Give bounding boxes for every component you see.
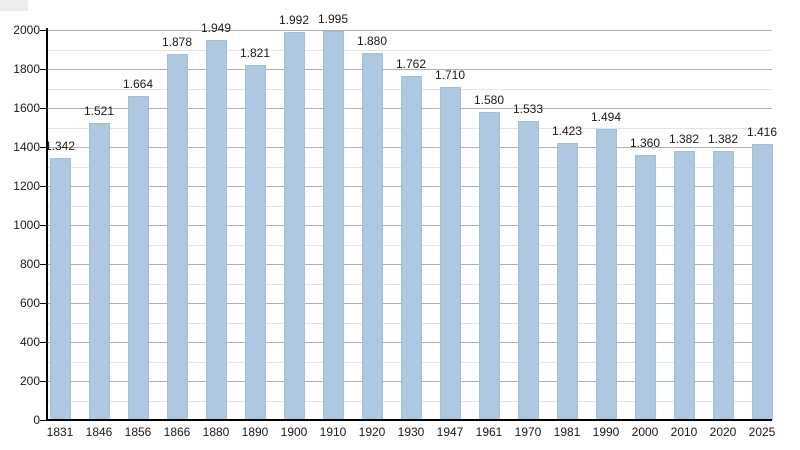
x-tick-label-1910: 1910	[319, 425, 347, 439]
x-tick-label-1947: 1947	[436, 425, 464, 439]
bar-1831	[49, 158, 71, 420]
corner-artifact	[0, 0, 28, 11]
bar-1910	[322, 30, 344, 420]
x-tick-label-1930: 1930	[397, 425, 425, 439]
bar-1880	[205, 39, 227, 420]
bar-value-label: 1.382	[707, 131, 739, 146]
x-tick-label-1900: 1900	[280, 425, 308, 439]
y-axis-tick	[40, 69, 46, 70]
bar-1961	[478, 111, 500, 420]
bar-1900	[283, 31, 305, 420]
x-tick-label-1890: 1890	[241, 425, 269, 439]
bar-value-label: 1.880	[356, 34, 388, 49]
y-axis	[46, 28, 48, 421]
bar-1920	[361, 53, 383, 420]
x-tick-label-1880: 1880	[202, 425, 230, 439]
bar-value-label: 1.342	[44, 139, 76, 154]
bar-value-label: 1.878	[161, 34, 193, 49]
x-tick-label-1866: 1866	[163, 425, 191, 439]
y-tick-label: 800	[19, 257, 40, 271]
bar-value-label: 1.821	[239, 45, 271, 60]
y-tick-label: 2000	[13, 23, 40, 37]
y-tick-label: 0	[33, 413, 40, 427]
x-tick-label-2025: 2025	[748, 425, 776, 439]
y-tick-label: 200	[19, 374, 40, 388]
bar-value-label: 1.995	[317, 11, 349, 26]
y-tick-label: 1600	[13, 101, 40, 115]
y-axis-tick	[40, 30, 46, 31]
bar-value-label: 1.533	[512, 102, 544, 117]
bar-1981	[556, 142, 578, 420]
bar-value-label: 1.521	[83, 104, 115, 119]
y-axis-tick	[40, 147, 46, 148]
x-tick-label-1970: 1970	[514, 425, 542, 439]
x-tick-label-2020: 2020	[709, 425, 737, 439]
y-axis-tick	[40, 225, 46, 226]
bar-value-label: 1.949	[200, 20, 232, 35]
y-axis-tick	[40, 420, 46, 421]
y-tick-label: 1200	[13, 179, 40, 193]
y-axis-tick	[40, 186, 46, 187]
x-tick-label-1856: 1856	[124, 425, 152, 439]
bar-value-label: 1.762	[395, 57, 427, 72]
x-tick-label-1990: 1990	[592, 425, 620, 439]
gridline-minor	[48, 49, 772, 51]
bar-1947	[439, 86, 461, 420]
bar-2025	[751, 143, 773, 420]
x-tick-label-1846: 1846	[85, 425, 113, 439]
bar-1970	[517, 121, 539, 420]
bar-1846	[88, 123, 110, 420]
gridline-major	[48, 30, 772, 31]
plot-area: 1.342 1.521 1.664 1.878 1.949 1.821 1.992 1.995…	[45, 12, 777, 420]
x-tick-label-1831: 1831	[46, 425, 74, 439]
bar-1856	[127, 95, 149, 420]
bar-1930	[400, 76, 422, 420]
bar-1890	[244, 64, 266, 420]
x-tick-label-2010: 2010	[670, 425, 698, 439]
x-tick-label-1961: 1961	[475, 425, 503, 439]
bar-value-label: 1.664	[122, 76, 154, 91]
bar-value-label: 1.494	[590, 109, 622, 124]
bar-value-label: 1.382	[668, 131, 700, 146]
y-axis-tick	[40, 381, 46, 382]
bar-value-label: 1.580	[473, 92, 505, 107]
y-axis-tick	[40, 108, 46, 109]
bar-value-label: 1.992	[278, 12, 310, 27]
y-tick-label: 400	[19, 335, 40, 349]
bar-2010	[673, 150, 695, 420]
y-axis-tick	[40, 303, 46, 304]
x-tick-label-2000: 2000	[631, 425, 659, 439]
bar-1990	[595, 128, 617, 420]
x-tick-label-1920: 1920	[358, 425, 386, 439]
bar-2020	[712, 150, 734, 420]
y-tick-label: 1000	[13, 218, 40, 232]
bar-value-label: 1.416	[746, 124, 778, 139]
bar-value-label: 1.710	[434, 67, 466, 82]
y-tick-label: 1800	[13, 62, 40, 76]
gridline-major	[48, 69, 772, 70]
y-tick-label: 1400	[13, 140, 40, 154]
x-axis	[46, 419, 772, 421]
y-axis-tick	[40, 342, 46, 343]
bar-1866	[166, 53, 188, 420]
y-tick-label: 600	[19, 296, 40, 310]
bar-2000	[634, 154, 656, 420]
bar-value-label: 1.423	[551, 123, 583, 138]
bar-value-label: 1.360	[629, 135, 661, 150]
x-tick-label-1981: 1981	[553, 425, 581, 439]
y-axis-tick	[40, 264, 46, 265]
